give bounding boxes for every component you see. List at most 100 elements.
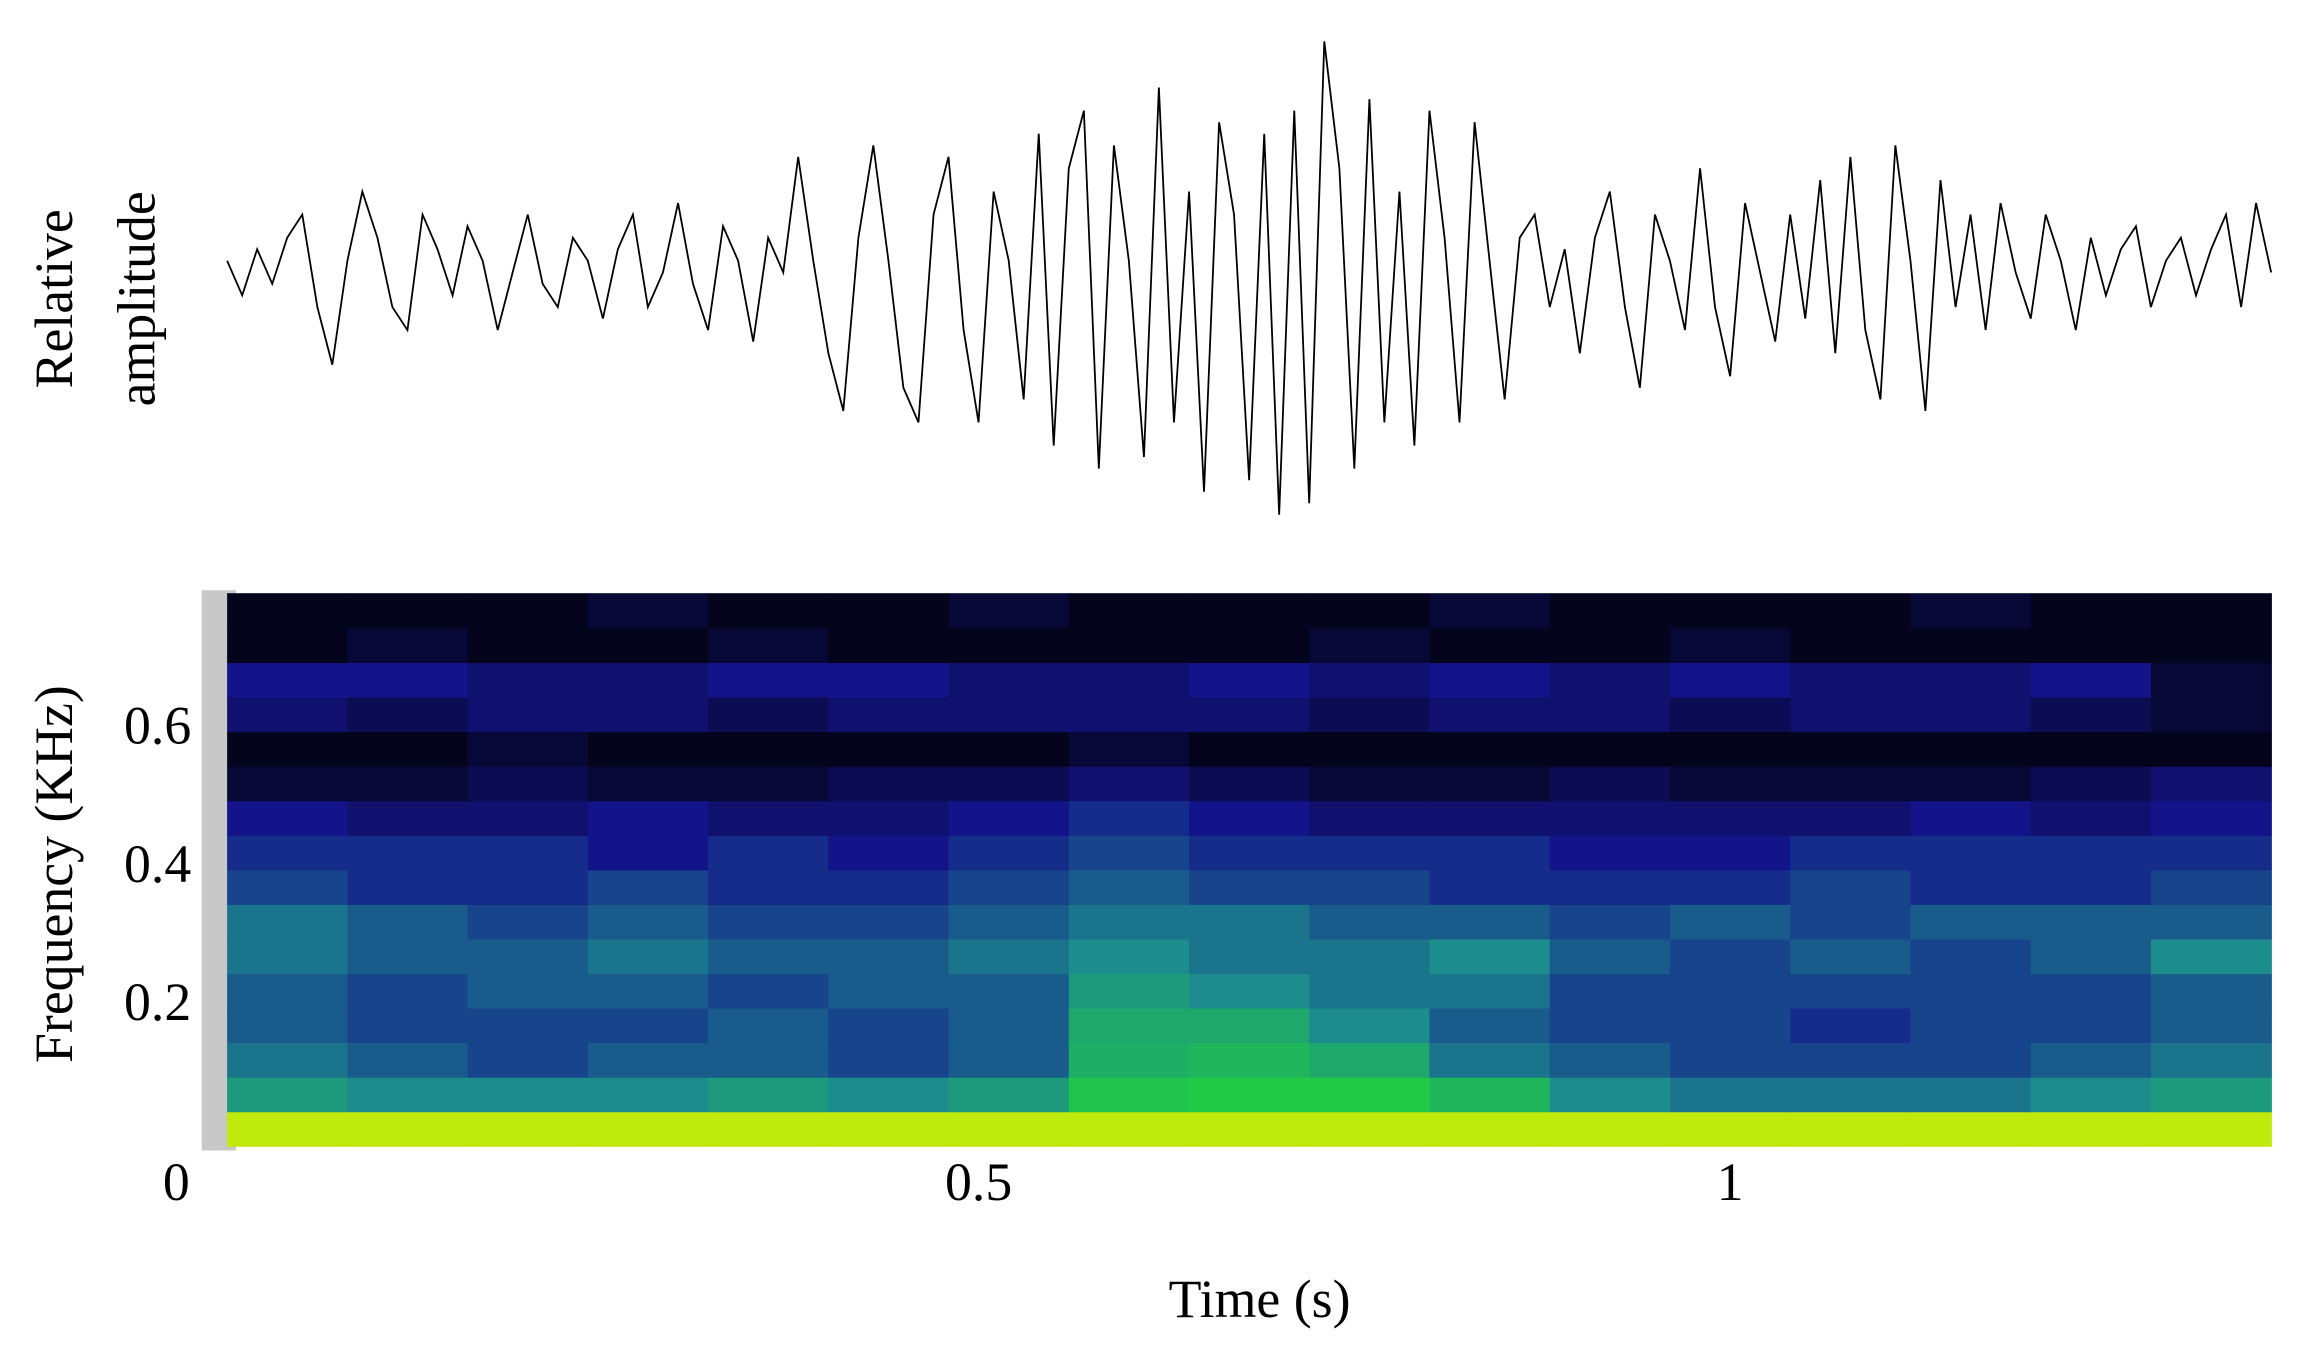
heatmap-cell (1790, 662, 1912, 698)
heatmap-cell (1429, 627, 1551, 664)
heatmap-cell (2150, 662, 2272, 698)
heatmap-cell (1189, 800, 1310, 836)
heatmap-cell (467, 765, 589, 802)
heatmap-cell (467, 1076, 589, 1113)
heatmap-cell (1669, 1042, 1791, 1078)
heatmap-cell (347, 869, 469, 905)
heatmap-cell (1669, 731, 1791, 767)
heatmap-cell (2030, 1111, 2152, 1147)
heatmap-cell (467, 662, 589, 698)
heatmap-cell (948, 904, 1070, 940)
y-tick-label: 0.2 (124, 972, 191, 1032)
heatmap-cell (587, 593, 709, 629)
heatmap-cell (828, 593, 950, 629)
heatmap-cell (828, 1042, 950, 1078)
heatmap-cell (708, 904, 830, 940)
heatmap-cell (1669, 662, 1791, 698)
heatmap-cell (828, 1111, 950, 1147)
heatmap-cell (1669, 869, 1791, 905)
heatmap-cell (467, 904, 589, 940)
heatmap-cell (1189, 938, 1310, 975)
heatmap-cell (1910, 1042, 2032, 1078)
heatmap-cell (347, 973, 469, 1009)
heatmap-cell (347, 1111, 469, 1147)
heatmap-cell (587, 696, 709, 733)
heatmap-cell (2150, 696, 2272, 733)
heatmap-cell (2150, 765, 2272, 802)
heatmap-cell (1068, 1111, 1190, 1147)
heatmap-cell (1189, 1076, 1310, 1113)
heatmap-cell (1790, 869, 1912, 905)
heatmap-cell (227, 800, 349, 836)
heatmap-cell (1910, 973, 2032, 1009)
x-axis-label: Time (s) (1169, 1269, 1351, 1329)
heatmap-cell (1309, 627, 1431, 664)
heatmap-cell (467, 1007, 589, 1044)
heatmap-cell (948, 593, 1070, 629)
heatmap-cell (1189, 627, 1310, 664)
heatmap-cell (948, 627, 1070, 664)
heatmap-cell (708, 1007, 830, 1044)
heatmap-cell (828, 696, 950, 733)
x-tick-label: 0.5 (945, 1152, 1012, 1212)
heatmap-cell (1068, 800, 1190, 836)
heatmap-cell (708, 835, 830, 871)
heatmap-cell (1429, 800, 1551, 836)
heatmap-cell (1790, 1042, 1912, 1078)
heatmap-cell (1669, 973, 1791, 1009)
heatmap-cell (1790, 938, 1912, 975)
heatmap-cell (708, 627, 830, 664)
heatmap-cell (828, 627, 950, 664)
heatmap-cell (1189, 1042, 1310, 1078)
heatmap-cell (1068, 835, 1190, 871)
heatmap-cell (227, 1076, 349, 1113)
heatmap-cell (1669, 1076, 1791, 1113)
heatmap-cell (2150, 731, 2272, 767)
heatmap-cell (467, 1111, 589, 1147)
heatmap-cell (227, 1111, 349, 1147)
heatmap-cell (1189, 731, 1310, 767)
heatmap-cell (948, 800, 1070, 836)
heatmap-cell (2030, 731, 2152, 767)
heatmap-cell (587, 1042, 709, 1078)
heatmap-cell (1910, 938, 2032, 975)
heatmap-cell (1189, 593, 1310, 629)
heatmap-cell (948, 938, 1070, 975)
heatmap-cell (227, 938, 349, 975)
heatmap-cell (828, 835, 950, 871)
heatmap-cell (1910, 1007, 2032, 1044)
heatmap-cell (828, 765, 950, 802)
x-tick-label: 0 (163, 1152, 190, 1212)
heatmap-cell (828, 731, 950, 767)
heatmap-cell (1549, 593, 1671, 629)
heatmap-cell (828, 800, 950, 836)
heatmap-cell (1790, 696, 1912, 733)
heatmap-cell (587, 904, 709, 940)
heatmap-cell (1910, 765, 2032, 802)
heatmap-cell (1429, 662, 1551, 698)
heatmap-cell (708, 1042, 830, 1078)
heatmap-cell (467, 593, 589, 629)
heatmap-cell (708, 696, 830, 733)
heatmap-cell (1910, 800, 2032, 836)
y-tick-label: 0.6 (124, 696, 191, 756)
heatmap-cell (2030, 835, 2152, 871)
heatmap-cell (1068, 1042, 1190, 1078)
heatmap-cell (587, 869, 709, 905)
heatmap-cell (2030, 593, 2152, 629)
heatmap-cell (2030, 938, 2152, 975)
heatmap-cell (2150, 1076, 2272, 1113)
heatmap-cell (708, 869, 830, 905)
heatmap-cell (1549, 696, 1671, 733)
heatmap-cell (1669, 593, 1791, 629)
y-axis-label: Frequency (KHz) (24, 685, 84, 1063)
heatmap-cell (1429, 869, 1551, 905)
heatmap-cell (1549, 904, 1671, 940)
heatmap-cell (1189, 869, 1310, 905)
heatmap-cell (1669, 904, 1791, 940)
heatmap-cell (1429, 938, 1551, 975)
heatmap-cell (1189, 835, 1310, 871)
heatmap-cell (1549, 835, 1671, 871)
heatmap-cell (1189, 1007, 1310, 1044)
heatmap-cell (948, 662, 1070, 698)
